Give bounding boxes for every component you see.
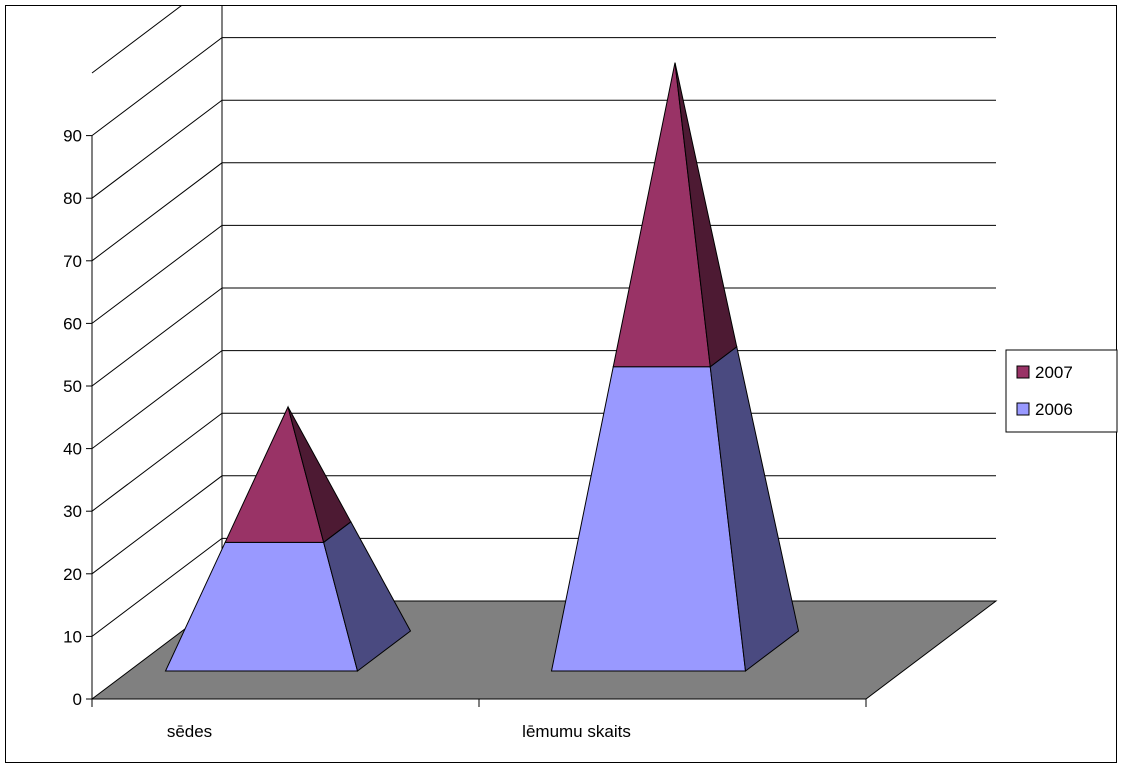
legend-label-2007: 2007 — [1035, 363, 1073, 382]
y-tick-label: 70 — [63, 252, 82, 271]
gridline — [91, 287, 996, 387]
pyramid-side-1-2007 — [674, 62, 738, 368]
gridline — [91, 350, 996, 449]
y-tick-label: 90 — [63, 127, 82, 146]
y-tick-label: 60 — [63, 314, 82, 333]
legend-swatch-2007 — [1016, 365, 1030, 379]
y-tick-label: 30 — [63, 502, 82, 521]
gridline — [91, 162, 996, 262]
gridline — [91, 37, 996, 136]
y-tick-label: 10 — [63, 627, 82, 646]
pyramid-chart: 0 10 20 30 40 50 60 70 80 90 sēdes lēmumu skaits 20… — [63, 6, 1118, 741]
legend-box — [1005, 349, 1118, 433]
legend-label-2006: 2006 — [1035, 400, 1073, 419]
chart-area: 0 10 20 30 40 50 60 70 80 90 sēdes lēmumu skaits 20… — [5, 5, 1118, 763]
legend-swatch-2006 — [1016, 402, 1030, 416]
gridline — [91, 412, 996, 512]
gridline — [91, 99, 996, 199]
y-tick-label: 40 — [63, 440, 82, 459]
pyramid-side-0-2007 — [287, 406, 352, 544]
y-tick-label: 50 — [63, 377, 82, 396]
gridline — [91, 224, 996, 324]
x-category-label: sēdes — [167, 722, 212, 741]
x-category-label: lēmumu skaits — [522, 722, 631, 741]
y-tick-label: 0 — [73, 690, 82, 709]
y-tick-label: 80 — [63, 189, 82, 208]
y-tick-label: 20 — [63, 565, 82, 584]
gridline — [91, 6, 182, 74]
